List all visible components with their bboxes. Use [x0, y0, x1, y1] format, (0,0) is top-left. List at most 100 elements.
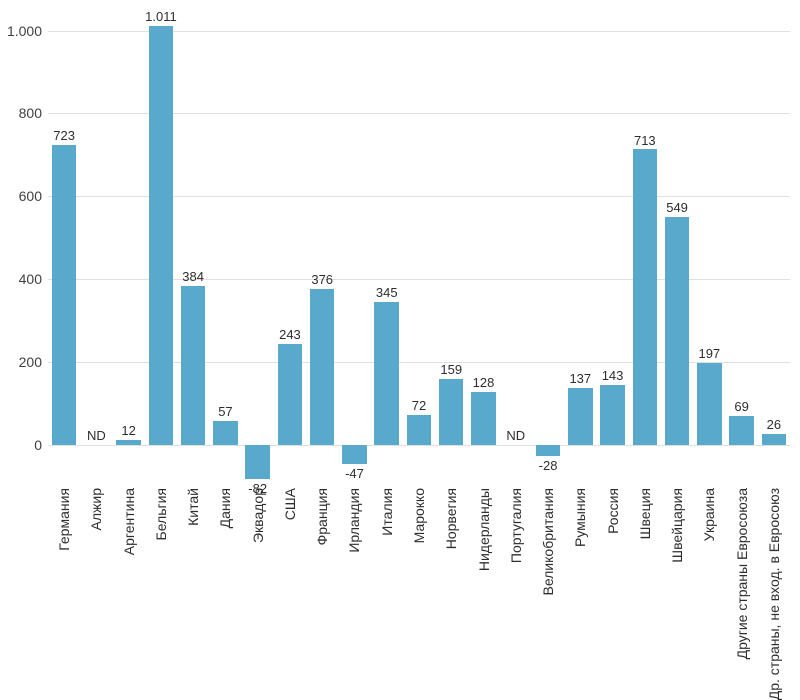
- x-axis-label: Италия: [379, 488, 395, 536]
- bar: [181, 286, 206, 445]
- value-label: 713: [634, 133, 656, 150]
- value-label: 72: [412, 398, 426, 415]
- bar: [407, 415, 432, 445]
- x-label-slot: Другие страны Евросоюза: [725, 486, 757, 686]
- value-label: 549: [666, 200, 688, 217]
- bar: [374, 302, 399, 445]
- bar: [471, 392, 496, 445]
- bar-slot: 72: [403, 10, 435, 486]
- x-label-slot: Китай: [177, 486, 209, 686]
- bar: [633, 149, 658, 444]
- value-label: 243: [279, 327, 301, 344]
- x-axis-label: Норвегия: [443, 488, 459, 549]
- x-axis-label: Марокко: [411, 488, 427, 543]
- x-axis-label: Украина: [701, 488, 717, 541]
- y-tick-label: 600: [19, 188, 48, 204]
- x-label-slot: Италия: [371, 486, 403, 686]
- x-label-slot: Алжир: [80, 486, 112, 686]
- x-axis-label: Германия: [56, 488, 72, 551]
- bar-slot: 713: [629, 10, 661, 486]
- value-label: ND: [87, 428, 106, 445]
- bar: [245, 445, 270, 479]
- bars: 723ND121.01138457-82243376-4734572159128…: [48, 10, 790, 486]
- bar-slot: 137: [564, 10, 596, 486]
- x-label-slot: Швеция: [629, 486, 661, 686]
- bar: [729, 416, 754, 445]
- x-axis-label: Швеция: [637, 488, 653, 539]
- value-label: 12: [121, 423, 135, 440]
- bar: [52, 145, 77, 444]
- bar-slot: -28: [532, 10, 564, 486]
- value-label: -28: [539, 456, 558, 473]
- x-label-slot: Марокко: [403, 486, 435, 686]
- bar: [149, 26, 174, 444]
- bar-slot: 159: [435, 10, 467, 486]
- value-label: 143: [602, 368, 624, 385]
- x-label-slot: Португалия: [500, 486, 532, 686]
- x-axis-label: Дания: [217, 488, 233, 528]
- bar-slot: 69: [725, 10, 757, 486]
- x-label-slot: Россия: [596, 486, 628, 686]
- x-label-slot: Франция: [306, 486, 338, 686]
- bar: [278, 344, 303, 445]
- bar-slot: 26: [758, 10, 790, 486]
- x-axis-label: Др. страны, не вход. в Евросоюз: [766, 488, 782, 700]
- y-tick-label: 1.000: [7, 23, 48, 39]
- x-label-slot: Др. страны, не вход. в Евросоюз: [758, 486, 790, 686]
- x-label-slot: Дания: [209, 486, 241, 686]
- x-axis-label: США: [282, 488, 298, 520]
- bar: [310, 289, 335, 445]
- plot-area: 02004006008001.000 723ND121.01138457-822…: [48, 10, 790, 486]
- x-axis-label: Аргентина: [121, 488, 137, 555]
- x-label-slot: Швейцария: [661, 486, 693, 686]
- x-axis-label: Бельгия: [153, 488, 169, 540]
- x-label-slot: Нидерланды: [467, 486, 499, 686]
- x-axis-label: Португалия: [508, 488, 524, 563]
- bar-slot: -82: [242, 10, 274, 486]
- bar-slot: 57: [209, 10, 241, 486]
- x-axis-label: Эквадор: [250, 488, 266, 543]
- x-axis-label: Румыния: [572, 488, 588, 547]
- x-axis-label: Россия: [605, 488, 621, 534]
- bar: [213, 421, 238, 445]
- y-tick-label: 400: [19, 271, 48, 287]
- bar-chart: 0 200 400 600 800 1.000 723 ND 12 1.011 384 57 -82 2…: [0, 0, 800, 686]
- x-label-slot: Великобритания: [532, 486, 564, 686]
- bar-slot: 128: [467, 10, 499, 486]
- x-axis-label: Алжир: [88, 488, 104, 530]
- bar: [439, 379, 464, 445]
- x-axis-label: Нидерланды: [476, 488, 492, 571]
- value-label: 1.011: [145, 9, 177, 26]
- bar-slot: 1.011: [145, 10, 177, 486]
- value-label: 384: [182, 269, 204, 286]
- x-label-slot: Эквадор: [242, 486, 274, 686]
- value-label: 128: [473, 375, 495, 392]
- bar: [600, 385, 625, 444]
- bar-slot: 723: [48, 10, 80, 486]
- bar-slot: 12: [113, 10, 145, 486]
- value-label: ND: [506, 428, 525, 445]
- bar: [342, 445, 367, 464]
- bar-slot: -47: [338, 10, 370, 486]
- value-label: 69: [734, 399, 748, 416]
- value-label: 345: [376, 285, 398, 302]
- bar: [116, 440, 141, 445]
- x-label-slot: Ирландия: [338, 486, 370, 686]
- x-label-slot: Аргентина: [113, 486, 145, 686]
- y-tick-label: 200: [19, 354, 48, 370]
- bar: [697, 363, 722, 445]
- bar: [536, 445, 561, 457]
- value-label: 26: [767, 417, 781, 434]
- x-axis-label: Ирландия: [346, 488, 362, 553]
- x-label-slot: Украина: [693, 486, 725, 686]
- y-tick-label: 800: [19, 105, 48, 121]
- bar-slot: 549: [661, 10, 693, 486]
- value-label: -47: [345, 464, 364, 481]
- y-tick-label: 0: [34, 437, 48, 453]
- bar-slot: ND: [500, 10, 532, 486]
- x-label-slot: Норвегия: [435, 486, 467, 686]
- value-label: 723: [53, 128, 75, 145]
- value-label: 137: [569, 371, 591, 388]
- x-label-slot: Германия: [48, 486, 80, 686]
- value-label: 57: [218, 404, 232, 421]
